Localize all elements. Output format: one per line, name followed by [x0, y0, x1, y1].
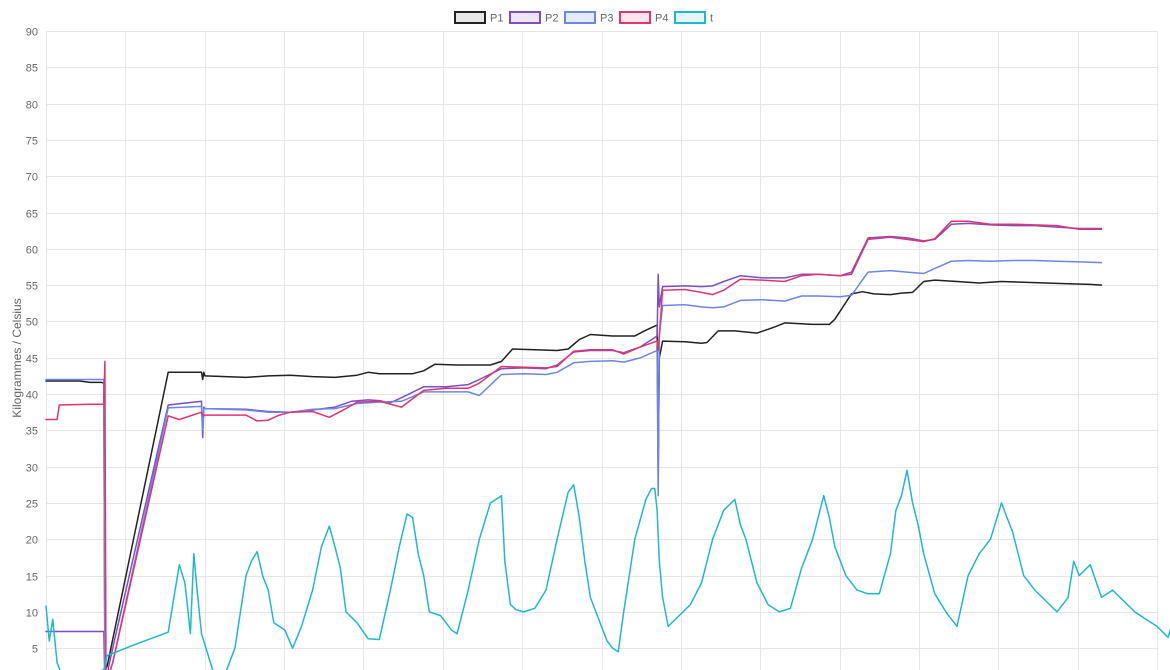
series-lines [45, 220, 1170, 670]
y-tick-label: 25 [26, 499, 38, 511]
y-tick-label: 30 [26, 463, 38, 475]
legend-swatch [564, 11, 596, 24]
legend-label: P2 [545, 13, 558, 25]
legend-label: P1 [490, 13, 503, 25]
y-axis-ticks: 5 10 15 20 25 30 35 40 45 50 55 60 65 70 75 80 85 90 [26, 27, 38, 656]
y-tick-label: 10 [26, 608, 38, 620]
legend-swatch [509, 11, 541, 24]
y-tick-label: 85 [26, 63, 38, 75]
legend-label: t [710, 13, 713, 25]
y-tick-label: 90 [26, 27, 38, 39]
y-tick-label: 40 [26, 390, 38, 402]
legend-label: P3 [600, 13, 613, 25]
y-tick-label: 50 [26, 317, 38, 329]
legend-swatch [454, 11, 486, 24]
y-axis-title: Kilogrammes / Celsius [10, 298, 24, 417]
y-tick-label: 5 [32, 644, 38, 656]
y-tick-label: 45 [26, 354, 38, 366]
series-line-p2[interactable] [45, 222, 1103, 670]
series-line-p3[interactable] [45, 259, 1103, 670]
legend-item-p2[interactable]: P2 [509, 11, 558, 25]
series-line-t[interactable] [45, 469, 1170, 670]
y-tick-label: 75 [26, 136, 38, 148]
y-tick-label: 20 [26, 535, 38, 547]
y-tick-label: 80 [26, 100, 38, 112]
grid [46, 31, 1158, 670]
legend-item-p4[interactable]: P4 [619, 11, 668, 25]
legend-swatch [674, 11, 706, 24]
series-line-p4[interactable] [45, 220, 1103, 670]
y-tick-label: 65 [26, 209, 38, 221]
y-tick-label: 35 [26, 426, 38, 438]
legend-item-p3[interactable]: P3 [564, 11, 613, 25]
y-tick-label: 15 [26, 572, 38, 584]
legend-item-p1[interactable]: P1 [454, 11, 503, 25]
legend: P1 P2 P3 P4 t [454, 11, 713, 25]
legend-label: P4 [655, 13, 668, 25]
legend-item-t[interactable]: t [674, 11, 713, 25]
series-line-p1[interactable] [45, 279, 1103, 670]
y-tick-label: 60 [26, 245, 38, 257]
y-tick-label: 55 [26, 281, 38, 293]
y-tick-label: 70 [26, 172, 38, 184]
legend-swatch [619, 11, 651, 24]
